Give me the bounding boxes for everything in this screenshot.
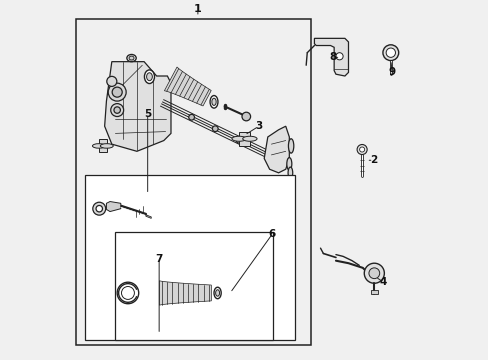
Text: 3: 3 (255, 121, 262, 131)
Polygon shape (159, 281, 211, 305)
Circle shape (106, 76, 117, 86)
Circle shape (382, 45, 398, 60)
Circle shape (188, 114, 194, 120)
Text: 9: 9 (388, 67, 395, 77)
Ellipse shape (288, 139, 293, 153)
Text: 8: 8 (329, 52, 336, 62)
Ellipse shape (287, 167, 292, 179)
Circle shape (386, 48, 395, 57)
Ellipse shape (144, 70, 154, 84)
Circle shape (364, 263, 384, 283)
Text: 1: 1 (194, 4, 202, 14)
Ellipse shape (210, 95, 218, 108)
Circle shape (96, 206, 102, 212)
Text: 7: 7 (155, 254, 163, 264)
Polygon shape (145, 215, 151, 219)
Ellipse shape (231, 136, 246, 141)
Polygon shape (104, 62, 171, 151)
Circle shape (335, 53, 343, 60)
Circle shape (212, 126, 218, 132)
Bar (115, 232, 273, 339)
Ellipse shape (255, 179, 268, 184)
Ellipse shape (215, 290, 219, 296)
Circle shape (121, 287, 134, 300)
Circle shape (108, 83, 126, 101)
Circle shape (242, 112, 250, 121)
Text: 6: 6 (268, 229, 276, 239)
Polygon shape (251, 175, 262, 189)
Circle shape (359, 147, 364, 152)
Polygon shape (239, 132, 249, 146)
Circle shape (117, 282, 139, 304)
Ellipse shape (100, 144, 113, 148)
Circle shape (110, 104, 123, 117)
Polygon shape (314, 39, 348, 76)
Text: 5: 5 (144, 109, 151, 119)
Ellipse shape (129, 56, 134, 60)
Ellipse shape (286, 158, 291, 170)
Circle shape (114, 107, 120, 113)
Ellipse shape (92, 144, 105, 148)
Circle shape (112, 87, 122, 97)
Bar (76, 19, 310, 345)
Polygon shape (264, 126, 289, 173)
Bar (85, 175, 294, 339)
Text: 4: 4 (379, 277, 386, 287)
Polygon shape (106, 202, 121, 212)
Circle shape (356, 144, 366, 154)
Ellipse shape (242, 136, 257, 141)
Ellipse shape (244, 179, 258, 184)
Ellipse shape (214, 287, 221, 299)
Circle shape (236, 137, 241, 143)
Ellipse shape (126, 54, 136, 62)
Circle shape (93, 202, 105, 215)
Circle shape (368, 268, 379, 279)
Polygon shape (370, 291, 377, 294)
Text: 2: 2 (369, 155, 376, 165)
Polygon shape (164, 67, 211, 106)
Ellipse shape (211, 98, 216, 105)
Ellipse shape (146, 73, 152, 81)
Polygon shape (99, 139, 106, 152)
